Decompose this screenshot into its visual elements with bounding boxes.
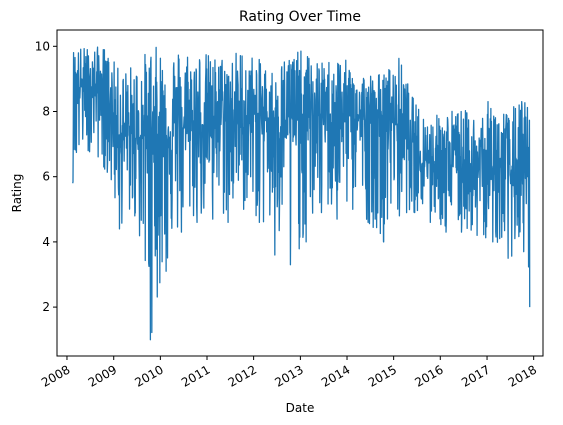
x-tick-label: 2016: [412, 362, 445, 389]
x-tick-label: 2014: [319, 362, 352, 389]
y-tick-label: 8: [42, 105, 50, 119]
x-tick-label: 2018: [506, 362, 539, 389]
x-tick-label: 2012: [226, 362, 259, 389]
x-tick-label: 2008: [39, 362, 72, 389]
y-tick-label: 10: [35, 39, 50, 53]
series-line-0: [72, 46, 531, 341]
x-axis-ticks: 2008 2009 2010 2011 2012 2013 2014 2015 2016 2017…: [39, 356, 539, 390]
y-tick-label: 2: [42, 300, 50, 314]
x-tick-label: 2011: [179, 362, 212, 389]
y-axis-ticks: 2 4 6 8 10: [35, 39, 57, 314]
x-tick-label: 2009: [86, 362, 119, 389]
x-axis-label: Date: [286, 401, 315, 415]
x-tick-label: 2017: [459, 362, 492, 389]
x-tick-label: 2010: [132, 362, 165, 389]
y-axis-label: Rating: [10, 174, 24, 213]
x-tick-label: 2015: [366, 362, 399, 389]
y-tick-label: 4: [42, 235, 50, 249]
y-tick-label: 6: [42, 170, 50, 184]
x-tick-label: 2013: [272, 362, 305, 389]
chart-title: Rating Over Time: [239, 9, 361, 25]
rating-series: [72, 46, 531, 341]
